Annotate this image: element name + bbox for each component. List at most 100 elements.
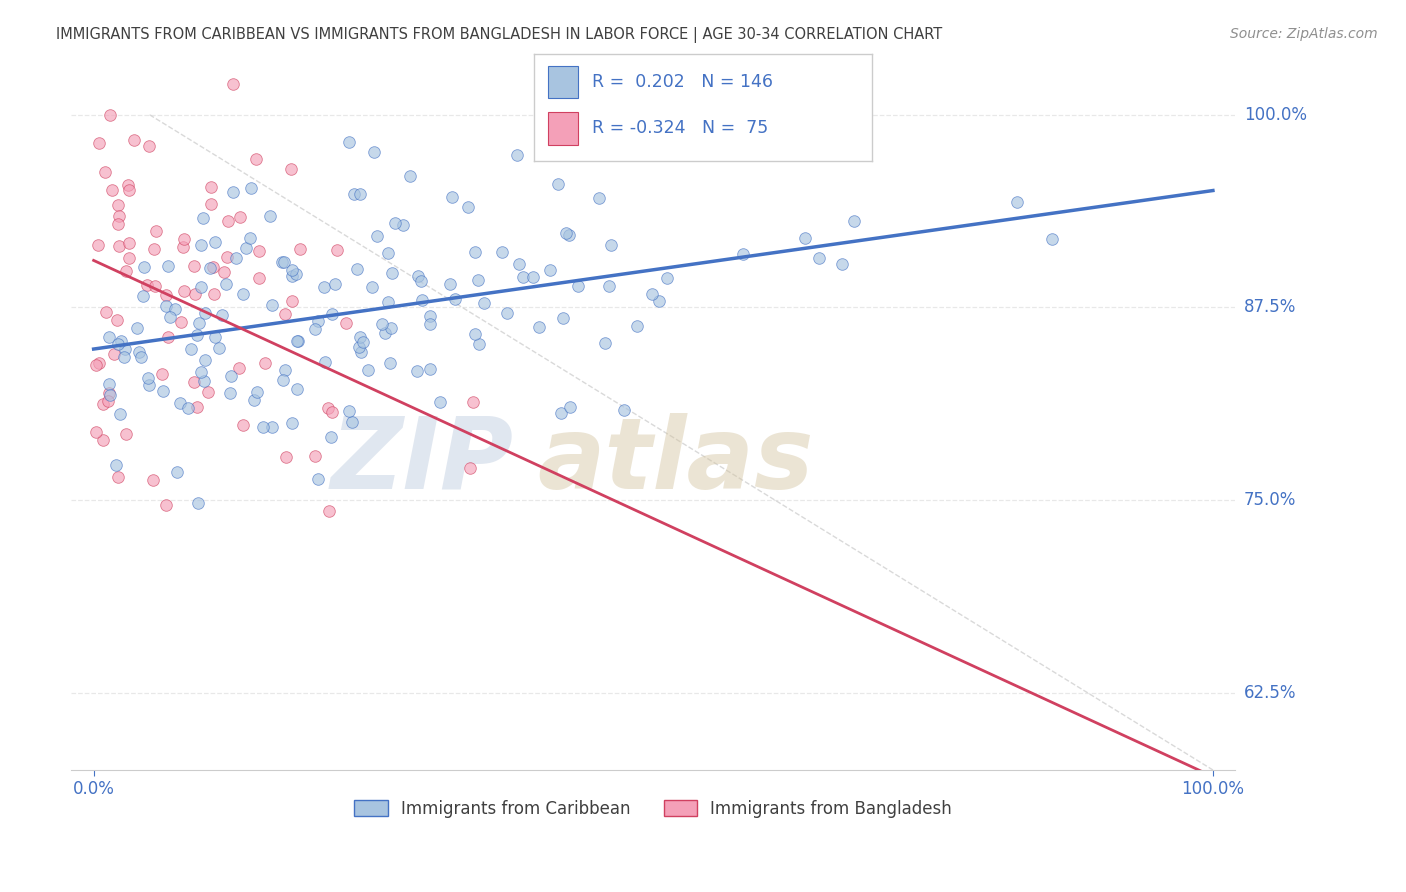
Point [87, 136, 110, 150]
Point [361, 280, 384, 294]
Point [91, 397, 114, 411]
Point [107, 198, 129, 212]
Point [187, 496, 209, 510]
Point [190, 280, 212, 294]
Point [103, 347, 125, 361]
Point [464, 326, 486, 341]
Point [186, 400, 208, 414]
Point [522, 269, 544, 284]
Bar [548, 66, 578, 98]
Point [419, 318, 441, 332]
Point [314, 355, 336, 369]
Point [337, 135, 360, 149]
Point [135, 278, 157, 293]
Point [380, 356, 402, 370]
Point [655, 270, 678, 285]
Point [202, 287, 225, 301]
Point [138, 138, 160, 153]
Point [157, 259, 180, 273]
Point [246, 384, 269, 399]
Point [107, 337, 129, 351]
Point [173, 232, 195, 246]
Point [180, 342, 202, 356]
Point [84, 359, 107, 373]
Point [208, 342, 231, 356]
Point [380, 321, 402, 335]
Point [304, 449, 326, 463]
Point [193, 353, 215, 368]
Point [204, 235, 226, 249]
Bar [548, 112, 578, 145]
Point [352, 335, 374, 350]
Point [384, 216, 406, 230]
Point [457, 200, 479, 214]
Point [110, 407, 132, 421]
Point [193, 211, 215, 225]
Point [170, 315, 193, 329]
Point [114, 342, 136, 356]
Point [222, 77, 245, 91]
Point [125, 321, 148, 335]
Point [288, 242, 311, 256]
Point [249, 271, 271, 285]
Point [440, 190, 463, 204]
Point [107, 470, 129, 484]
Point [419, 309, 441, 323]
Point [155, 288, 177, 302]
Point [197, 385, 219, 400]
Point [143, 279, 166, 293]
Point [374, 326, 396, 341]
Point [550, 406, 572, 420]
Point [214, 277, 236, 291]
Point [219, 385, 242, 400]
Legend: Immigrants from Caribbean, Immigrants from Bangladesh: Immigrants from Caribbean, Immigrants fr… [347, 794, 959, 825]
Point [554, 226, 576, 240]
Point [349, 330, 371, 344]
Point [343, 187, 366, 202]
Point [458, 461, 481, 475]
Point [318, 504, 340, 518]
Point [105, 313, 128, 327]
Point [626, 318, 648, 333]
Point [304, 321, 326, 335]
Point [183, 260, 205, 274]
Point [547, 178, 569, 192]
Point [183, 375, 205, 389]
Point [491, 245, 513, 260]
Point [406, 363, 429, 377]
Point [98, 377, 121, 392]
Point [346, 261, 368, 276]
Point [110, 334, 132, 349]
Point [274, 308, 297, 322]
Point [128, 345, 150, 359]
Point [98, 386, 121, 401]
Point [598, 278, 620, 293]
Point [194, 306, 217, 320]
Point [274, 363, 297, 377]
Point [219, 368, 242, 383]
Point [142, 473, 165, 487]
Point [108, 238, 131, 252]
Text: 87.5%: 87.5% [1244, 299, 1296, 317]
Point [173, 285, 195, 299]
Text: ZIP: ZIP [330, 413, 513, 510]
Point [366, 228, 388, 243]
Point [155, 498, 177, 512]
Point [98, 108, 121, 122]
Point [472, 295, 495, 310]
Point [347, 340, 370, 354]
Text: R =  0.202   N = 146: R = 0.202 N = 146 [592, 73, 773, 91]
Point [593, 335, 616, 350]
Point [439, 277, 461, 291]
Point [273, 255, 295, 269]
Point [429, 395, 451, 409]
Point [165, 302, 187, 317]
Point [641, 287, 664, 301]
Text: IMMIGRANTS FROM CARIBBEAN VS IMMIGRANTS FROM BANGLADESH IN LABOR FORCE | AGE 30-: IMMIGRANTS FROM CARIBBEAN VS IMMIGRANTS … [56, 27, 942, 43]
Text: 100.0%: 100.0% [1244, 106, 1306, 124]
Point [243, 393, 266, 408]
Point [409, 274, 432, 288]
Point [509, 771, 531, 785]
Point [613, 403, 636, 417]
Point [159, 310, 181, 324]
